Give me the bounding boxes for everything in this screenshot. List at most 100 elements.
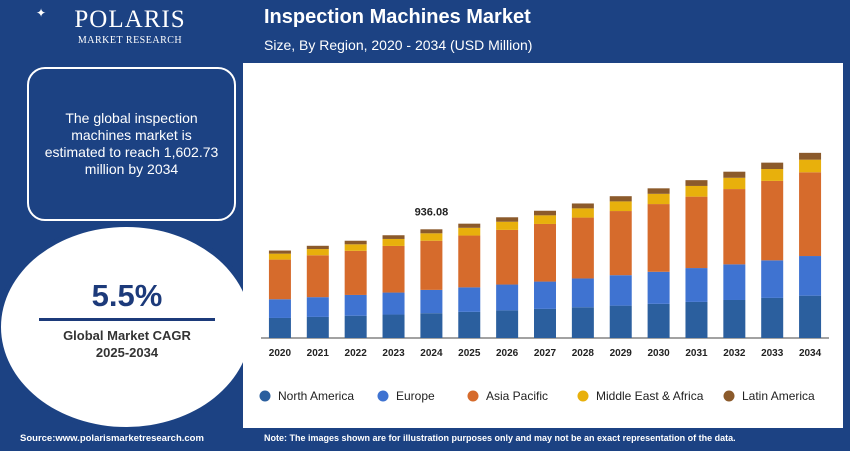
legend-marker xyxy=(577,390,589,402)
stacked-bar-chart: 2020 2021 2022 2023 2024 936.08 2025 2026 2027 20… xyxy=(259,152,829,403)
bar-segment-2031-4 xyxy=(685,180,708,186)
bar-segment-2026-2 xyxy=(496,229,519,285)
bar-segment-2030-1 xyxy=(647,271,670,304)
x-tick-label: 2025 xyxy=(458,348,481,359)
bar-segment-2022-4 xyxy=(344,240,367,245)
bar-segment-2025-1 xyxy=(458,287,481,312)
bar-segment-2031-1 xyxy=(685,268,708,302)
bar-segment-2034-3 xyxy=(799,159,822,173)
legend-label: Europe xyxy=(396,389,435,403)
summary-text: The global inspection machines market is… xyxy=(44,110,219,177)
chart-panel: 2020 2021 2022 2023 2024 936.08 2025 2026 2027 20… xyxy=(243,63,843,428)
bar-segment-2023-2 xyxy=(382,245,405,293)
legend-label: North America xyxy=(278,389,354,403)
legend-label: Middle East & Africa xyxy=(596,389,704,403)
bar-segment-2025-0 xyxy=(458,311,481,338)
bar-segment-2028-3 xyxy=(571,208,594,218)
bar-segment-2025-2 xyxy=(458,235,481,288)
x-tick-label: 2023 xyxy=(382,348,405,359)
bar-segment-2030-3 xyxy=(647,193,670,205)
logo: POLARIS MARKET RESEARCH xyxy=(60,6,200,46)
cagr-divider xyxy=(39,318,215,321)
bar-segment-2024-3 xyxy=(420,233,443,241)
bar-segment-2024-0 xyxy=(420,313,443,338)
legend-marker xyxy=(259,390,271,402)
bar-segment-2026-3 xyxy=(496,221,519,230)
bar-segment-2028-2 xyxy=(571,217,594,279)
bar-segment-2020-2 xyxy=(268,259,291,300)
x-tick-label: 2021 xyxy=(307,348,330,359)
bar-segment-2020-0 xyxy=(268,317,291,338)
bar-segment-2023-1 xyxy=(382,292,405,315)
legend-label: Latin America xyxy=(742,389,815,403)
bar-segment-2032-1 xyxy=(723,264,746,300)
bar-segment-2021-1 xyxy=(306,297,329,317)
left-panel: ✦ POLARIS MARKET RESEARCH The global ins… xyxy=(0,0,258,432)
bar-segment-2022-3 xyxy=(344,244,367,251)
bar-segment-2029-2 xyxy=(609,211,632,276)
x-tick-label: 2034 xyxy=(799,348,822,359)
cagr-circle xyxy=(0,222,256,432)
data-label-2024: 936.08 xyxy=(415,206,449,218)
x-tick-label: 2033 xyxy=(761,348,784,359)
bar-segment-2033-2 xyxy=(761,180,784,261)
bar-segment-2022-1 xyxy=(344,294,367,316)
legend-marker xyxy=(467,390,479,402)
bar-segment-2027-4 xyxy=(534,210,556,216)
bar-segment-2033-1 xyxy=(761,260,784,298)
bar-segment-2026-1 xyxy=(496,284,519,311)
bar-segment-2024-1 xyxy=(420,289,443,314)
x-tick-label: 2026 xyxy=(496,348,519,359)
bar-segment-2034-0 xyxy=(799,295,822,338)
legend-label: Asia Pacific xyxy=(486,389,548,403)
x-tick-label: 2028 xyxy=(572,348,595,359)
bar-segment-2020-3 xyxy=(268,253,291,260)
bar-segment-2032-4 xyxy=(723,171,746,178)
x-tick-label: 2020 xyxy=(269,348,292,359)
x-tick-label: 2031 xyxy=(685,348,708,359)
bar-segment-2026-4 xyxy=(496,217,519,222)
x-tick-label: 2030 xyxy=(647,348,670,359)
bar-segment-2029-4 xyxy=(609,196,632,202)
bar-segment-2028-4 xyxy=(571,203,594,209)
cagr-label-block: Global Market CAGR 2025-2034 xyxy=(0,327,254,361)
cagr-value: 5.5% xyxy=(91,278,163,313)
cagr-label: Global Market CAGR xyxy=(63,328,191,343)
chart-subtitle: Size, By Region, 2020 - 2034 (USD Millio… xyxy=(264,37,533,53)
legend-marker xyxy=(723,390,735,402)
bar-segment-2032-2 xyxy=(723,189,746,265)
chart-title: Inspection Machines Market xyxy=(264,6,531,28)
bar-segment-2023-3 xyxy=(382,238,405,246)
bar-segment-2027-2 xyxy=(534,223,556,282)
bar-segment-2030-4 xyxy=(647,188,670,194)
bar-segment-2021-2 xyxy=(306,255,329,298)
bar-segment-2022-0 xyxy=(344,315,367,338)
bar-segment-2027-3 xyxy=(534,215,556,224)
bar-segment-2029-3 xyxy=(609,201,632,212)
bar-segment-2029-0 xyxy=(609,305,632,338)
bar-segment-2034-4 xyxy=(799,152,822,160)
bar-segment-2028-0 xyxy=(571,307,594,338)
note-text: Note: The images shown are for illustrat… xyxy=(264,433,736,443)
logo-subtitle: MARKET RESEARCH xyxy=(77,35,183,46)
source-text: Source:www.polarismarketresearch.com xyxy=(20,433,204,444)
bar-segment-2031-2 xyxy=(685,196,708,269)
bar-segment-2028-1 xyxy=(571,278,594,308)
bar-segment-2033-4 xyxy=(761,162,784,170)
bar-segment-2025-3 xyxy=(458,227,481,236)
bar-segment-2020-1 xyxy=(268,299,291,318)
bar-segment-2030-2 xyxy=(647,204,670,272)
summary-box: The global inspection machines market is… xyxy=(27,67,236,221)
bar-segment-2034-1 xyxy=(799,256,822,296)
bar-segment-2024-2 xyxy=(420,240,443,290)
x-tick-label: 2029 xyxy=(610,348,633,359)
bar-segment-2024-4 xyxy=(420,229,443,234)
bar-segment-2033-0 xyxy=(761,297,784,338)
bar-segment-2033-3 xyxy=(761,169,784,181)
bar-segment-2020-4 xyxy=(268,250,291,254)
x-tick-label: 2022 xyxy=(345,348,368,359)
bar-segment-2034-2 xyxy=(799,172,822,257)
bar-segment-2021-3 xyxy=(306,249,329,256)
x-tick-label: 2032 xyxy=(723,348,746,359)
cagr-period: 2025-2034 xyxy=(95,345,159,360)
